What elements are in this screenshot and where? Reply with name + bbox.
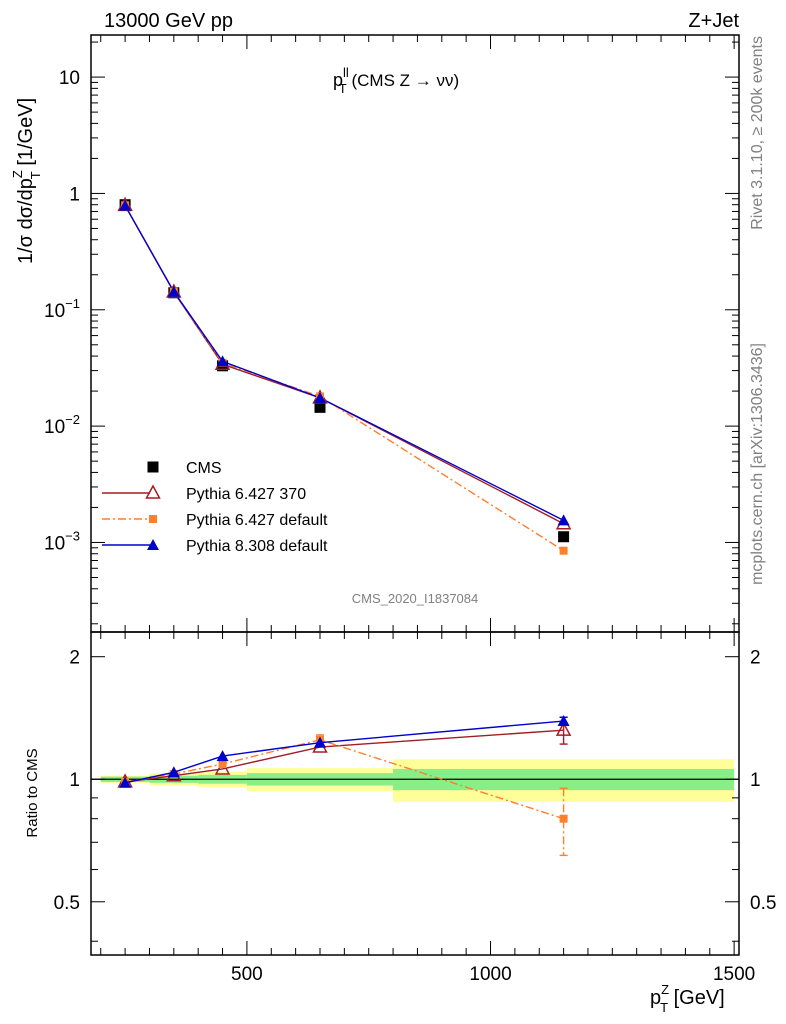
y-tick-label-exponent: −1: [65, 296, 80, 311]
main-point-2: [559, 546, 568, 555]
y-tick-label-exponent: −2: [65, 412, 80, 427]
legend-label-2: Pythia 6.427 default: [186, 512, 328, 529]
ratio-point-3: [167, 766, 180, 778]
x-axis-label-rest: [GeV]: [668, 987, 725, 1009]
ratio-y-tick-label-left: 1: [69, 770, 80, 791]
side-label-bottom: mcplots.cern.ch [arXiv:1306.3436]: [749, 343, 766, 585]
y-axis-label: 1/σ dσ/dpZ T [1/GeV]: [10, 98, 43, 264]
ratio-y-tick-label-right: 1: [750, 770, 761, 791]
plot-title-sup: ll: [343, 65, 349, 80]
plot-title-sub: T: [339, 81, 347, 96]
x-tick-label: 500: [231, 964, 263, 985]
ratio-series-marks: [117, 715, 572, 857]
legend-marker-0: [147, 461, 159, 473]
ratio-point-2: [559, 814, 568, 823]
ratio-uncertainty-bands: [91, 759, 739, 802]
y-tick-label-base: 1: [69, 184, 80, 205]
x-axis-label-sub: T: [660, 1000, 668, 1015]
main-series-marks: [117, 196, 572, 555]
ratio-point-3: [313, 736, 326, 748]
main-point-3: [167, 285, 180, 297]
ratio-point-3: [119, 776, 132, 788]
legend-label-3: Pythia 8.308 default: [186, 538, 328, 555]
ratio-y-tick-label-right: 2: [750, 648, 761, 669]
y-tick-label-exponent: −3: [65, 528, 80, 543]
y-axis-label-main: 1/σ dσ/dp: [15, 178, 37, 264]
y-tick-label: 10−3: [44, 528, 80, 554]
ratio-y-tick-label-left: 0.5: [54, 893, 80, 914]
y-tick-label-base: 10: [44, 417, 65, 438]
legend: CMS Pythia 6.427 370 Pythia 6.427 default P…: [102, 460, 328, 555]
plot-title-main: p: [333, 70, 343, 90]
y-tick-label: 10−2: [44, 412, 80, 438]
legend-marker-3: [147, 539, 159, 550]
x-axis-label: pZ T [GeV]: [650, 982, 725, 1015]
main-point-3: [216, 355, 229, 367]
y-tick-label: 10−1: [44, 296, 80, 322]
legend-label-1: Pythia 6.427 370: [186, 486, 306, 503]
plot-title-rest: (CMS Z → νν): [347, 71, 459, 90]
plot-title: pll T (CMS Z → νν): [333, 65, 459, 96]
x-tick-label: 1500: [713, 964, 755, 985]
ratio-point-3: [216, 750, 229, 762]
header-right: Z+Jet: [688, 10, 739, 32]
main-point-3: [313, 391, 326, 403]
ratio-y-axis-label: Ratio to CMS: [24, 748, 41, 837]
main-point-0: [558, 531, 570, 543]
ratio-series-line-1: [125, 729, 564, 783]
legend-marker-2: [149, 515, 157, 523]
analysis-watermark: CMS_2020_I1837084: [352, 591, 479, 606]
y-axis-label-sub: T: [28, 171, 43, 179]
legend-label-0: CMS: [186, 460, 222, 477]
ratio-plot-frame: [90, 631, 740, 956]
x-axis-label-main: p: [650, 987, 661, 1009]
main-point-0: [314, 401, 326, 413]
ratio-point-1: [555, 721, 572, 736]
header-left: 13000 GeV pp: [104, 10, 233, 32]
ratio-point-2: [218, 760, 227, 769]
ratio-y-tick-label-right: 0.5: [750, 893, 776, 914]
y-tick-label-base: 10: [59, 68, 80, 89]
x-axis-label-sup: Z: [661, 982, 669, 997]
y-tick-label-base: 10: [44, 533, 65, 554]
y-axis-label-sup: Z: [10, 170, 25, 178]
y-tick-label: 10: [59, 68, 80, 89]
ratio-point-3: [557, 715, 570, 727]
x-tick-label: 1000: [469, 964, 511, 985]
main-point-3: [119, 199, 132, 211]
main-point-3: [557, 514, 570, 526]
y-tick-label: 1: [69, 184, 80, 205]
side-label-top: Rivet 3.1.10, ≥ 200k events: [749, 36, 766, 230]
y-axis-label-rest: [1/GeV]: [15, 98, 37, 171]
legend-marker-1: [145, 484, 161, 499]
ratio-y-tick-label-left: 2: [69, 648, 80, 669]
y-tick-label-base: 10: [44, 301, 65, 322]
